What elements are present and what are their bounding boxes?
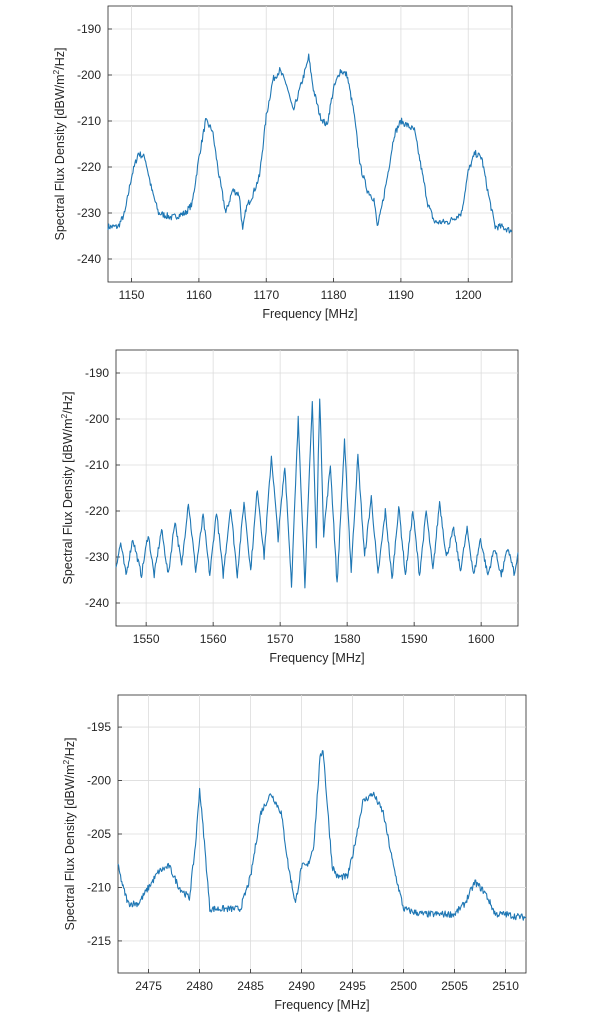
x-tick-label: 2500: [390, 979, 417, 993]
x-axis-label: Frequency [MHz]: [269, 651, 364, 665]
spectrum-panel-1: 1150 1160 1170 1180 1190 1200 -240 -230 -220 -210…: [51, 5, 513, 321]
y-axis-label: Spectral Flux Density [dBW/m2/Hz]: [59, 392, 75, 585]
spectrum-panel-3: 2475 2480 2485 2490 2495 2500 2505 2510 -215 -210…: [61, 694, 527, 1012]
x-axis-label: Frequency [MHz]: [274, 998, 369, 1012]
x-tick-label: 2505: [441, 979, 468, 993]
y-tick-label: -190: [85, 366, 109, 380]
y-tick-label: -230: [85, 550, 109, 564]
x-tick-label: 1590: [401, 632, 428, 646]
x-tick-label: 1150: [119, 288, 145, 302]
y-tick-label: -220: [85, 504, 109, 518]
x-tick-label: 1170: [253, 288, 279, 302]
y-tick-label: -200: [87, 774, 111, 788]
x-axis-label: Frequency [MHz]: [262, 307, 357, 321]
y-axis-label: Spectral Flux Density [dBW/m2/Hz]: [61, 738, 77, 931]
y-tick-label: -240: [85, 596, 109, 610]
y-axis-label-unit: /Hz]: [61, 392, 75, 414]
y-tick-label: -195: [87, 720, 111, 734]
y-tick-label: -210: [87, 880, 111, 894]
x-tick-label: 2490: [288, 979, 315, 993]
x-tick-label: 1580: [334, 632, 361, 646]
y-tick-label: -240: [77, 252, 101, 266]
y-tick-label: -200: [85, 412, 109, 426]
x-tick-label: 1160: [186, 288, 212, 302]
y-axis-label: Spectral Flux Density [dBW/m2/Hz]: [51, 48, 67, 241]
y-axis-label-superscript: 2: [61, 759, 71, 764]
y-tick-label: -230: [77, 206, 101, 220]
x-tick-label: 2485: [237, 979, 264, 993]
y-tick-label: -220: [77, 160, 101, 174]
y-tick-label: -190: [77, 22, 101, 36]
y-tick-label: -200: [77, 68, 101, 82]
y-axis-label-superscript: 2: [59, 413, 69, 418]
x-tick-label: 1200: [455, 288, 482, 302]
spectrum-trace: [107, 53, 513, 234]
x-tick-label: 2510: [492, 979, 519, 993]
x-tick-label: 1560: [200, 632, 227, 646]
x-tick-label: 1180: [321, 288, 347, 302]
y-tick-label: -205: [87, 827, 111, 841]
y-tick-label: -210: [77, 114, 101, 128]
spectrum-trace: [117, 750, 526, 921]
y-axis-label-unit: /Hz]: [63, 738, 77, 760]
x-tick-label: 1570: [267, 632, 294, 646]
x-tick-label: 2480: [186, 979, 213, 993]
y-axis-label-main: Spectral Flux Density [dBW/m: [63, 764, 77, 930]
y-tick-label: -215: [87, 934, 111, 948]
x-tick-label: 2495: [339, 979, 366, 993]
x-tick-label: 1600: [468, 632, 495, 646]
plot-area: [107, 5, 513, 283]
x-tick-label: 2475: [135, 979, 162, 993]
plot-area: [115, 349, 519, 627]
y-axis-label-main: Spectral Flux Density [dBW/m: [61, 418, 75, 584]
y-tick-label: -210: [85, 458, 109, 472]
y-axis-label-superscript: 2: [51, 69, 61, 74]
spectrum-panel-2: 1550 1560 1570 1580 1590 1600 -240 -230 -220 -210…: [59, 349, 519, 665]
x-tick-label: 1550: [133, 632, 160, 646]
y-axis-label-main: Spectral Flux Density [dBW/m: [53, 74, 67, 240]
x-tick-label: 1190: [388, 288, 414, 302]
y-axis-label-unit: /Hz]: [53, 48, 67, 70]
spectrum-trace: [115, 398, 519, 589]
